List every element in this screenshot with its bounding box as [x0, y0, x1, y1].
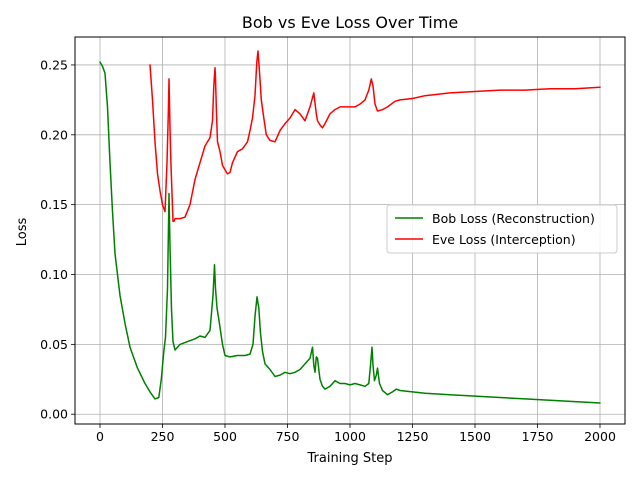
- legend: Bob Loss (Reconstruction) Eve Loss (Inte…: [386, 204, 618, 254]
- legend-label-eve: Eve Loss (Interception): [432, 232, 576, 247]
- bob-loss-line: [99, 61, 601, 404]
- legend-box: [386, 204, 618, 254]
- x-tick-label: 1000: [334, 429, 366, 444]
- x-tick-label: 250: [151, 429, 175, 444]
- series-lines: [99, 50, 601, 404]
- x-tick-label: 0: [96, 429, 104, 444]
- x-tick-label: 1750: [522, 429, 554, 444]
- axis-ticks: 0 250 500 750 1000 1250 1500 1750 2000 0.00 0.05 0.…: [40, 57, 616, 444]
- x-tick-label: 750: [276, 429, 300, 444]
- y-axis-label: Loss: [15, 218, 30, 247]
- y-tick-label: 0.00: [40, 407, 68, 422]
- y-tick-label: 0.05: [40, 337, 68, 352]
- x-tick-label: 1500: [459, 429, 491, 444]
- x-axis-label: Training Step: [306, 451, 392, 466]
- x-tick-label: 500: [213, 429, 237, 444]
- y-tick-label: 0.20: [40, 127, 68, 142]
- chart-title: Bob vs Eve Loss Over Time: [242, 13, 458, 32]
- y-tick-label: 0.10: [40, 267, 68, 282]
- legend-label-bob: Bob Loss (Reconstruction): [432, 211, 595, 226]
- x-tick-label: 2000: [584, 429, 616, 444]
- y-tick-label: 0.15: [40, 197, 68, 212]
- x-tick-label: 1250: [397, 429, 429, 444]
- eve-loss-line: [149, 50, 601, 223]
- y-tick-label: 0.25: [40, 57, 68, 72]
- grid-lines: [75, 37, 625, 424]
